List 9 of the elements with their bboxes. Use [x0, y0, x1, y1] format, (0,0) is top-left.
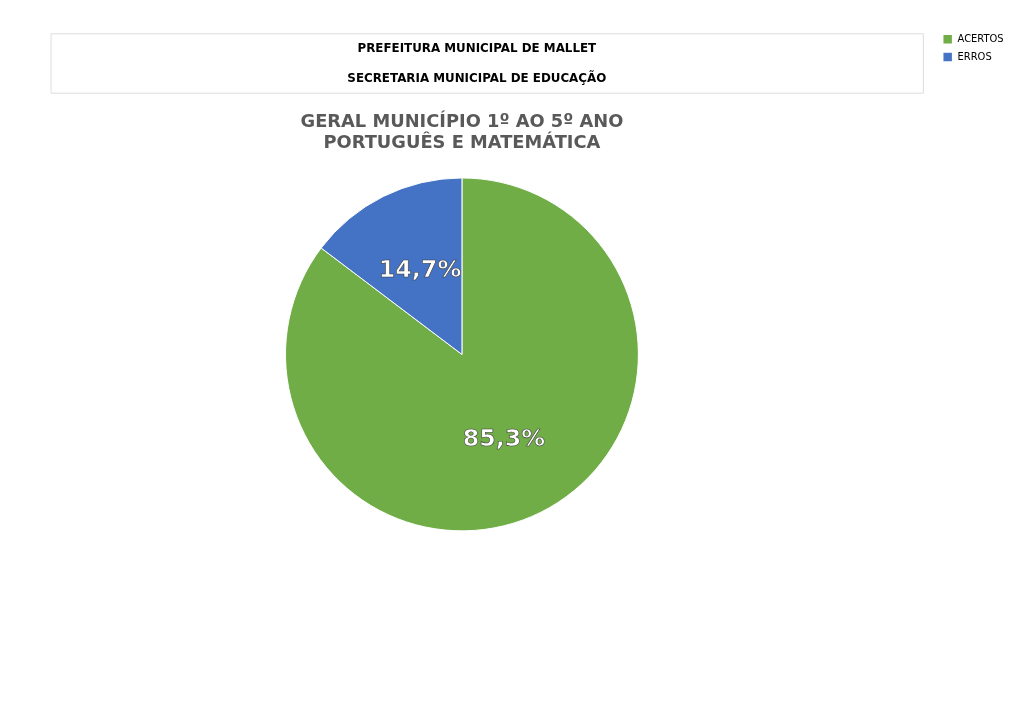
data-label: 85,3%	[462, 423, 546, 452]
legend-label: ACERTOS	[957, 33, 1004, 45]
pie-slice	[285, 177, 639, 532]
text: PREFEITURA MUNICIPAL DE MALLET	[357, 41, 598, 56]
data-label: 14,7%	[378, 255, 462, 284]
text: PORTUGUÊS E MATEMÁTICA	[323, 131, 601, 153]
legend-label: ERROS	[957, 51, 992, 62]
text: GERAL MUNICÍPIO 1º AO 5º ANO	[300, 110, 624, 132]
text: SECRETARIA MUNICIPAL DE EDUCAÇÃO	[347, 69, 607, 85]
